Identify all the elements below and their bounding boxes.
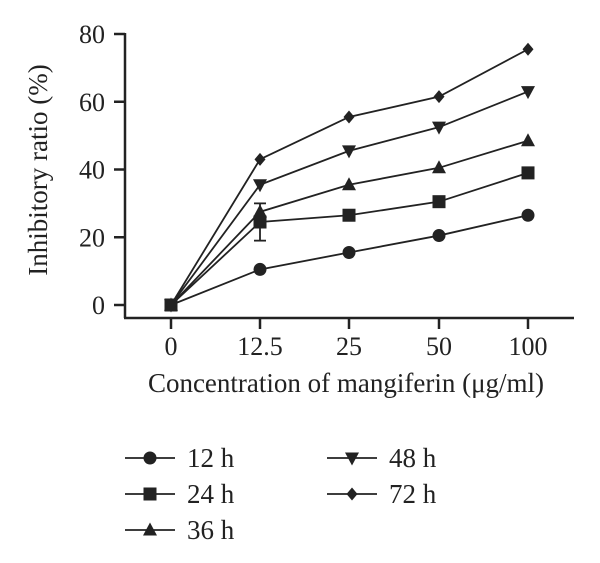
legend: 12 h 24 h 36 h 48 h 72 h <box>125 443 437 545</box>
y-tick-label: 60 <box>79 88 105 117</box>
legend-label: 36 h <box>187 515 235 545</box>
legend-item: 24 h <box>125 479 235 509</box>
x-tick-label: 50 <box>426 332 452 361</box>
x-tick-label: 0 <box>165 332 178 361</box>
y-tick-label: 80 <box>79 20 105 49</box>
legend-label: 48 h <box>389 443 437 473</box>
series-2 <box>164 133 535 311</box>
data-point <box>432 160 446 174</box>
data-point <box>342 145 356 159</box>
y-tick-label: 0 <box>92 291 105 320</box>
y-tick-label: 40 <box>79 156 105 185</box>
x-tick-label: 12.5 <box>237 332 283 361</box>
data-point <box>254 152 266 166</box>
data-point <box>342 245 356 259</box>
x-axis-title: Concentration of mangiferin (μg/ml) <box>148 368 544 398</box>
data-point <box>343 110 355 124</box>
data-point <box>342 177 356 191</box>
data-point <box>165 298 177 312</box>
legend-marker <box>143 451 157 465</box>
legend-label: 24 h <box>187 479 235 509</box>
series-4 <box>165 42 534 312</box>
data-point <box>432 229 446 243</box>
y-axis-title: Inhibitory ratio (%) <box>23 64 53 275</box>
legend-item: 36 h <box>125 515 235 545</box>
legend-item: 72 h <box>327 479 437 509</box>
data-point <box>253 204 267 218</box>
data-point <box>342 208 356 222</box>
legend-marker <box>346 487 358 501</box>
data-point <box>253 215 267 229</box>
y-tick-label: 20 <box>79 223 105 252</box>
series-line <box>170 139 529 306</box>
legend-item: 48 h <box>327 443 437 473</box>
series-line <box>170 214 529 306</box>
data-point <box>521 208 535 222</box>
data-point <box>253 262 267 276</box>
data-point <box>521 133 535 147</box>
x-tick-label: 100 <box>509 332 548 361</box>
series-line <box>170 48 529 306</box>
data-point <box>521 166 535 180</box>
legend-item: 12 h <box>125 443 235 473</box>
data-point <box>433 90 445 104</box>
axes: 0 20 40 60 80 0 12.5 25 50 100 <box>79 20 574 361</box>
series-layer <box>164 42 535 313</box>
series-line <box>170 172 529 306</box>
legend-marker <box>143 522 157 536</box>
legend-label: 72 h <box>389 479 437 509</box>
legend-label: 12 h <box>187 443 235 473</box>
data-point <box>432 121 446 135</box>
legend-marker <box>345 452 359 466</box>
data-point <box>521 86 535 100</box>
data-point <box>253 179 267 193</box>
x-tick-label: 25 <box>336 332 362 361</box>
series-line <box>170 90 529 306</box>
legend-marker <box>143 487 157 501</box>
data-point <box>432 195 446 209</box>
data-point <box>522 42 534 56</box>
